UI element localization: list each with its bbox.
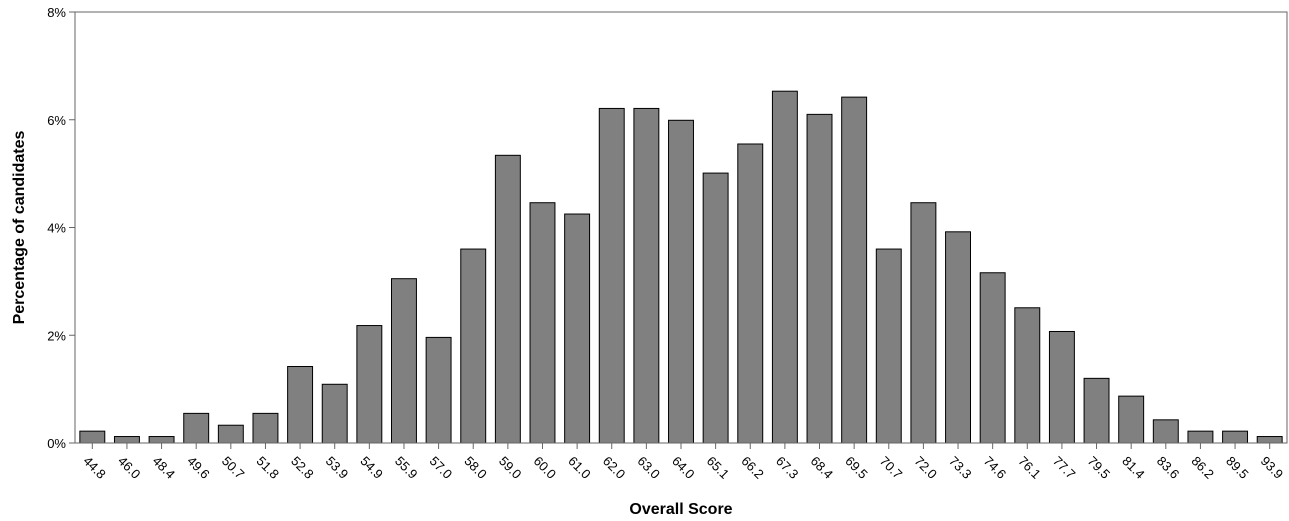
x-tick-label: 44.8 (80, 453, 109, 482)
x-tick-label: 67.3 (773, 453, 802, 482)
bar (1048, 330, 1075, 444)
x-tick-label: 59.0 (496, 453, 525, 482)
x-tick-label: 57.0 (427, 453, 456, 482)
x-tick-label: 83.6 (1154, 453, 1183, 482)
x-tick-label: 70.7 (877, 453, 906, 482)
bar (287, 365, 314, 444)
x-tick-label: 48.4 (150, 453, 179, 482)
bar (217, 424, 244, 444)
x-tick-label: 62.0 (600, 453, 629, 482)
y-tick-label: 0% (47, 436, 66, 451)
bar (1222, 430, 1249, 444)
bar (737, 143, 764, 444)
x-tick-label: 86.2 (1189, 453, 1218, 482)
bar (252, 412, 279, 444)
x-tick-label: 55.9 (392, 453, 421, 482)
x-tick-label: 61.0 (565, 453, 594, 482)
bar (1014, 307, 1041, 444)
bar (771, 90, 798, 444)
bar (1152, 419, 1179, 444)
y-tick-label: 8% (47, 5, 66, 20)
x-tick-label: 63.0 (634, 453, 663, 482)
x-tick-label: 77.7 (1050, 453, 1079, 482)
bar (633, 107, 660, 444)
x-tick-label: 69.5 (842, 453, 871, 482)
x-tick-label: 68.4 (808, 453, 837, 482)
x-tick-label: 89.5 (1223, 453, 1252, 482)
bar (183, 412, 210, 444)
x-tick-label: 58.0 (461, 453, 490, 482)
x-tick-label: 93.9 (1258, 453, 1287, 482)
bar (910, 202, 937, 444)
bar (598, 107, 625, 444)
y-tick-label: 2% (47, 328, 66, 343)
bar (356, 325, 383, 444)
x-tick-label: 81.4 (1119, 453, 1148, 482)
bar (529, 202, 556, 444)
bar (841, 96, 868, 444)
bar (460, 248, 487, 444)
bar (564, 213, 591, 444)
x-tick-label: 52.8 (288, 453, 317, 482)
bar (1187, 430, 1214, 444)
x-tick-label: 65.1 (704, 453, 733, 482)
y-tick-label: 4% (47, 221, 66, 236)
x-tick-label: 76.1 (1015, 453, 1044, 482)
x-tick-label: 49.6 (184, 453, 213, 482)
x-tick-label: 73.3 (946, 453, 975, 482)
bar (806, 113, 833, 444)
y-axis-title: Percentage of candidates (11, 130, 28, 324)
x-axis-title: Overall Score (629, 501, 732, 518)
x-tick-label: 64.0 (669, 453, 698, 482)
x-axis-ticks: 44.8 46.0 48.4 49.6 50.7 51.8 52.8 53.9 54.9 55.9… (80, 443, 1286, 482)
x-tick-label: 79.5 (1085, 453, 1114, 482)
bar (79, 430, 106, 444)
bar (668, 119, 694, 444)
bar (1083, 377, 1110, 444)
bar (1118, 395, 1145, 444)
bar (875, 248, 902, 444)
x-tick-label: 54.9 (357, 453, 386, 482)
bar (148, 436, 175, 444)
bar (321, 383, 348, 444)
x-tick-label: 72.0 (911, 453, 940, 482)
bars (79, 90, 1283, 444)
bar (945, 231, 971, 444)
x-tick-label: 60.0 (531, 453, 560, 482)
y-tick-label: 6% (47, 113, 66, 128)
x-tick-label: 74.6 (981, 453, 1010, 482)
x-tick-label: 50.7 (219, 453, 248, 482)
bar (1256, 436, 1283, 444)
bar (113, 436, 140, 444)
bar (702, 172, 729, 444)
x-tick-label: 51.8 (254, 453, 283, 482)
bar (979, 272, 1006, 444)
y-axis-ticks: 0% 2% 4% 6% 8% (47, 5, 75, 451)
x-tick-label: 66.2 (738, 453, 767, 482)
bar (391, 278, 417, 444)
bar (494, 154, 521, 444)
x-tick-label: 53.9 (323, 453, 352, 482)
bar (425, 336, 452, 444)
x-tick-label: 46.0 (115, 453, 144, 482)
